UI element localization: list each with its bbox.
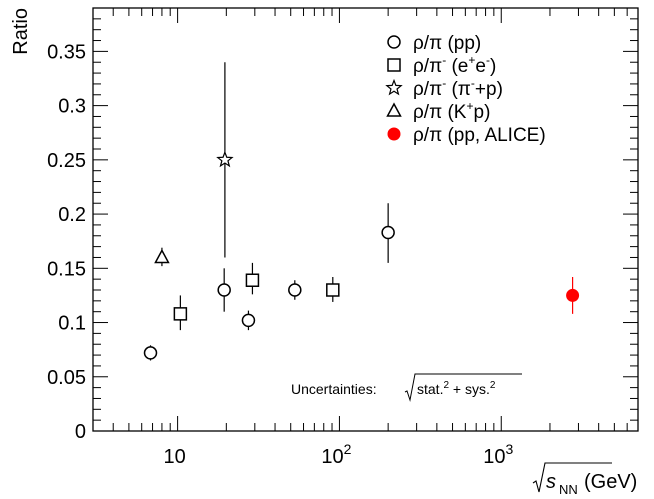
data-point (154, 247, 170, 267)
x-axis-title-sub: NN (559, 482, 578, 497)
superscript: - (442, 53, 446, 67)
y-tick-label: 0.25 (47, 150, 86, 172)
label-part: ) (490, 56, 496, 77)
data-point (381, 203, 395, 263)
legend-item: ρ/π- (e+e-) (387, 53, 496, 77)
data-point (241, 310, 256, 331)
x-axis-title: s NN (GeV) (532, 462, 637, 497)
tick-base: 10 (163, 446, 185, 468)
note-sqrt-sign (404, 373, 522, 402)
circle-marker (143, 346, 158, 360)
plot-frame (92, 7, 639, 432)
tick-base: 10 (321, 446, 343, 468)
uncertainty-note-formula: stat.2 + sys.2 (417, 380, 496, 397)
label-part: ρ/π (413, 56, 442, 77)
circle-marker (381, 225, 395, 240)
data-points (143, 62, 580, 361)
label-part: p) (474, 102, 491, 123)
legend-item: ρ/π (pp, ALICE) (387, 125, 546, 146)
data-point (217, 268, 231, 312)
legend-item: ρ/π- (π-+p) (385, 76, 503, 100)
x-tick-label: 103 (483, 441, 513, 468)
data-point (326, 276, 340, 302)
sqrt-sign (532, 462, 612, 493)
label-part: ρ/π (pp) (413, 33, 481, 54)
square-marker (245, 273, 260, 287)
label-part: ρ/π (K (413, 102, 467, 123)
data-point (143, 345, 158, 361)
superscript: - (442, 76, 446, 90)
tick-base: 10 (483, 446, 505, 468)
tick-exponent: 3 (505, 441, 513, 457)
tick-exponent: 2 (344, 441, 352, 457)
label-part: +p) (475, 79, 503, 100)
filled-circle-marker (566, 288, 580, 302)
data-point (173, 295, 188, 331)
uncertainty-note: Uncertainties: stat.2 + sys.2 (291, 373, 522, 402)
square-marker (173, 307, 188, 321)
data-point (566, 276, 580, 314)
y-axis-title: Ratio (10, 8, 32, 55)
y-tick-label: 0 (75, 421, 86, 443)
y-tick-label: 0.1 (58, 313, 86, 335)
legend-item: ρ/π (pp) (387, 33, 481, 54)
circle-marker (217, 283, 231, 297)
legend: ρ/π (pp)ρ/π- (e+e-)ρ/π- (π-+p)ρ/π (K+p)ρ… (385, 33, 546, 146)
x-tick-label: 102 (321, 441, 351, 468)
y-tick-label: 0.15 (47, 258, 86, 280)
formula-part: + sys. (449, 381, 490, 397)
superscript: 2 (443, 380, 449, 391)
superscript: - (486, 53, 490, 67)
x-axis-title-var: s (546, 471, 556, 493)
star-marker (216, 150, 234, 168)
data-point (216, 62, 234, 258)
y-tick-label: 0.35 (47, 41, 86, 63)
y-tick-label: 0.2 (58, 204, 86, 226)
y-tick-label: 0.3 (58, 96, 86, 118)
uncertainty-note-prefix: Uncertainties: (291, 381, 377, 397)
label-part: (e (446, 56, 468, 77)
legend-label: ρ/π- (π-+p) (413, 76, 503, 100)
data-point (288, 280, 302, 300)
superscript: - (471, 76, 475, 90)
square-marker (326, 283, 340, 297)
legend-label: ρ/π- (e+e-) (413, 53, 496, 77)
legend-label: ρ/π (pp, ALICE) (413, 125, 546, 146)
label-part: ρ/π (pp, ALICE) (413, 125, 546, 146)
y-tick-label: 0.05 (47, 367, 86, 389)
filled-circle-marker (387, 127, 401, 141)
label-part: (π (446, 79, 471, 100)
circle-marker (387, 35, 401, 49)
star-marker (385, 78, 403, 96)
superscript: + (468, 53, 475, 67)
x-tick-label: 10 (163, 446, 185, 468)
formula-part: stat. (417, 381, 443, 397)
legend-label: ρ/π (pp) (413, 33, 481, 54)
triangle-marker (154, 248, 170, 264)
triangle-marker (386, 102, 402, 117)
circle-marker (288, 283, 302, 297)
superscript: + (466, 99, 473, 113)
label-part: ρ/π (413, 79, 442, 100)
circle-marker (241, 313, 256, 328)
x-axis-title-unit: (GeV) (584, 471, 637, 493)
square-marker (387, 58, 401, 72)
data-point (245, 262, 260, 295)
label-part: e (475, 56, 486, 77)
superscript: 2 (490, 380, 496, 391)
legend-label: ρ/π (K+p) (413, 99, 490, 123)
legend-item: ρ/π (K+p) (386, 99, 490, 123)
